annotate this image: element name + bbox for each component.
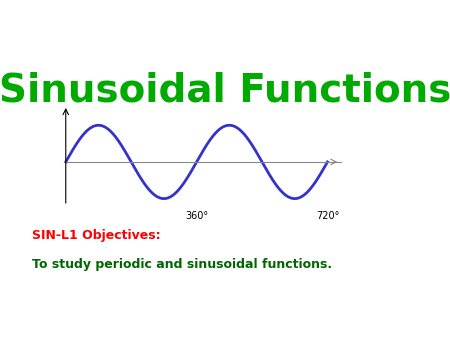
Text: Unit: Sinusoids: Unit: Sinusoids (362, 11, 446, 21)
Text: Lesson: SIN-L1 Sinusoidal Functions: Lesson: SIN-L1 Sinusoidal Functions (247, 32, 446, 42)
Text: To study periodic and sinusoidal functions.: To study periodic and sinusoidal functio… (32, 258, 332, 271)
Text: Mr. Knight – Killarney School: Mr. Knight – Killarney School (4, 32, 162, 42)
Text: Slide  1: Slide 1 (404, 318, 446, 328)
Text: Learning Outcome B-4: Learning Outcome B-4 (4, 318, 127, 328)
Text: Sinusoidal Functions: Sinusoidal Functions (0, 72, 450, 110)
Text: 40S Applied Math: 40S Applied Math (4, 11, 102, 21)
Text: 360°: 360° (185, 212, 208, 221)
Text: 720°: 720° (316, 212, 339, 221)
Text: SIN-L1 Objectives:: SIN-L1 Objectives: (32, 229, 160, 242)
